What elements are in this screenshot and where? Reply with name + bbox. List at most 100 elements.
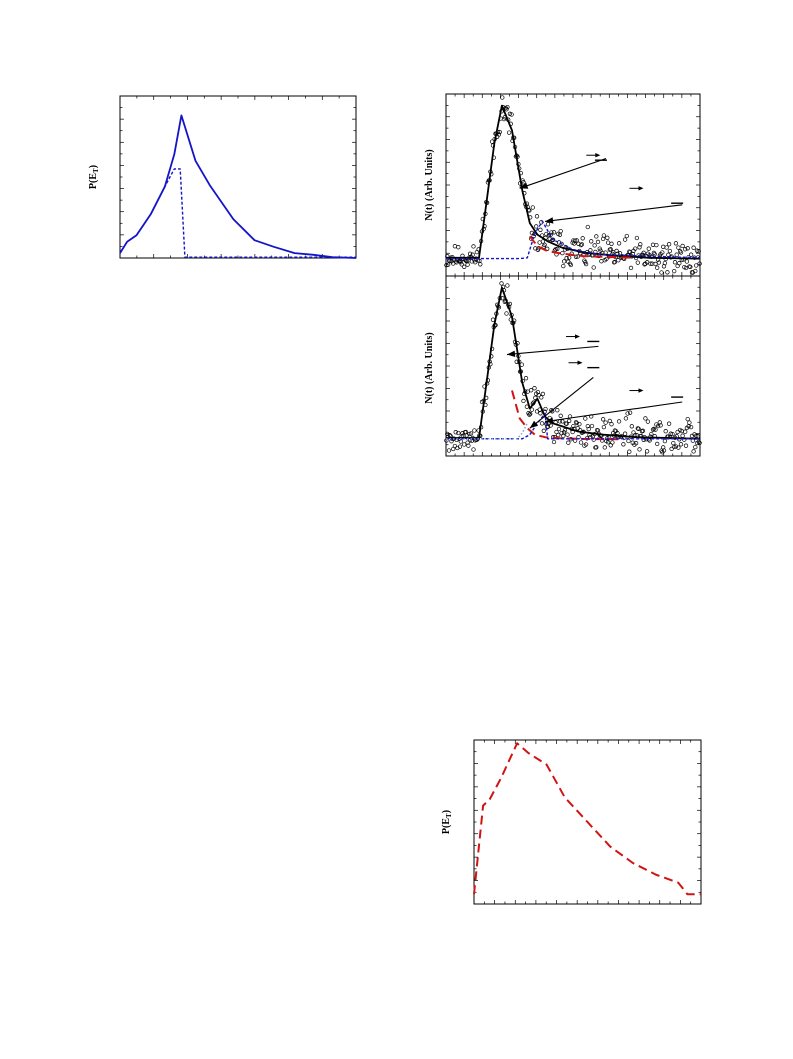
data-point <box>592 243 597 248</box>
data-point <box>445 262 451 267</box>
data-point <box>696 249 701 254</box>
data-point <box>560 250 565 256</box>
data-point <box>452 443 458 449</box>
data-point <box>672 260 678 265</box>
data-point <box>657 420 662 425</box>
data-point <box>589 423 595 429</box>
arrow-head <box>545 417 554 424</box>
data-point <box>561 263 566 269</box>
data-point <box>583 416 588 421</box>
data-point <box>608 247 613 252</box>
data-point <box>688 264 693 270</box>
data-point <box>616 241 622 246</box>
data-point <box>548 423 553 428</box>
data-point <box>594 234 599 239</box>
data-point <box>622 237 628 242</box>
data-point <box>609 422 614 427</box>
data-point <box>506 130 512 135</box>
data-point <box>471 447 476 452</box>
data-point <box>634 235 640 241</box>
y-axis-label: P(ET) <box>88 165 100 189</box>
data-point <box>642 262 647 267</box>
data-point <box>458 260 463 265</box>
data-point <box>559 241 564 247</box>
data-point <box>551 439 557 445</box>
data-point <box>459 262 464 267</box>
data-point <box>666 242 672 247</box>
data-point <box>462 442 467 447</box>
data-point <box>558 228 563 234</box>
data-point <box>566 440 571 445</box>
data-point <box>534 214 540 219</box>
data-point <box>629 424 634 429</box>
data-point <box>647 438 652 443</box>
data-point <box>697 261 702 266</box>
chart-bottom-right: P(ET) <box>441 739 702 905</box>
data-point <box>551 230 557 235</box>
tick-marks <box>120 96 356 258</box>
data-point <box>616 419 622 424</box>
data-point <box>542 242 547 247</box>
data-point <box>601 233 607 238</box>
chart-top-left: P(ET) <box>88 95 357 259</box>
data-point <box>676 245 681 250</box>
data-point <box>445 431 450 437</box>
data-point <box>548 232 553 238</box>
data-point <box>574 238 579 243</box>
data-point <box>573 254 579 259</box>
data-point <box>662 438 668 444</box>
data-point <box>539 395 544 400</box>
data-point <box>666 421 672 426</box>
data-point <box>685 416 690 422</box>
data-point <box>691 245 696 250</box>
data-point <box>567 418 572 423</box>
y-axis-label: N(t) (Arb. Units) <box>424 332 435 403</box>
data-point <box>605 235 610 240</box>
data-point <box>571 423 576 429</box>
data-point <box>454 260 459 265</box>
data-point <box>672 444 677 450</box>
data-point <box>578 242 584 248</box>
data-point <box>678 250 684 255</box>
data-point <box>683 247 688 252</box>
data-point <box>560 419 565 424</box>
data-point <box>561 433 566 439</box>
data-point <box>621 442 626 447</box>
data-point <box>684 259 690 264</box>
data-point <box>530 205 535 210</box>
data-point <box>568 262 574 268</box>
data-point <box>673 241 679 246</box>
data-point <box>664 245 669 250</box>
plot-frame <box>445 93 701 277</box>
data-point <box>667 248 673 254</box>
data-point <box>688 424 694 430</box>
data-point <box>616 258 621 263</box>
data-point <box>670 431 675 437</box>
data-point <box>505 104 510 110</box>
data-point <box>533 395 538 400</box>
data-point <box>575 426 580 431</box>
data-point <box>612 259 618 265</box>
data-point <box>641 250 646 255</box>
data-point <box>649 431 654 437</box>
data-point <box>652 251 657 257</box>
data-point <box>562 428 568 433</box>
series-line-3 <box>446 412 700 440</box>
data-point <box>650 242 656 247</box>
data-point <box>574 420 579 426</box>
arrow-head <box>545 217 554 224</box>
data-point <box>683 429 688 434</box>
data-point <box>691 449 696 454</box>
data-point <box>663 429 668 434</box>
data-point <box>622 431 628 436</box>
data-point <box>662 260 668 266</box>
data-point <box>463 258 469 263</box>
data-point <box>653 427 658 432</box>
data-point <box>540 239 546 244</box>
data-point <box>452 244 458 249</box>
annotation-arrow <box>529 377 594 429</box>
y-axis-label: N(t) (Arb. Units) <box>424 149 435 220</box>
series-line-1 <box>446 286 701 440</box>
data-point <box>604 256 609 262</box>
